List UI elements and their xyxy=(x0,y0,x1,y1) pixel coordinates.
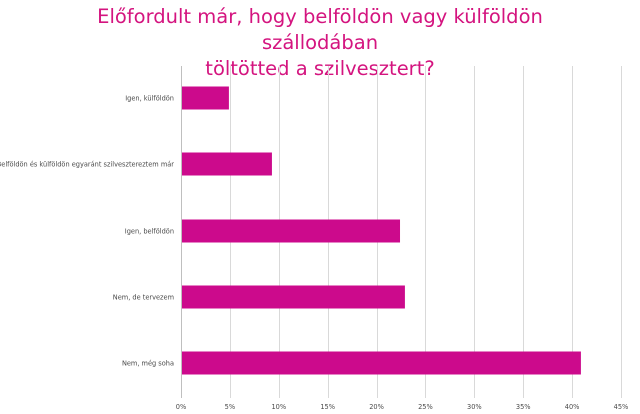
x-tick-label: 25% xyxy=(418,403,433,411)
x-tick-label: 10% xyxy=(271,403,286,411)
category-label: Nem, még soha xyxy=(122,360,174,368)
bar xyxy=(182,86,229,110)
category-labels: Igen, külföldön Belföldön és külföldön eg… xyxy=(0,95,174,368)
chart-title-line-1: Előfordult már, hogy belföldön vagy külf… xyxy=(97,5,543,54)
x-tick-label: 30% xyxy=(467,403,482,411)
category-label: Belföldön és külföldön egyaránt szilvesz… xyxy=(0,161,174,169)
chart-title: Előfordult már, hogy belföldön vagy külf… xyxy=(40,4,600,82)
x-tick-label: 35% xyxy=(516,403,531,411)
category-label: Igen, belföldön xyxy=(125,228,174,236)
x-tick-label: 15% xyxy=(320,403,335,411)
x-tick-label: 0% xyxy=(176,403,186,411)
bar xyxy=(182,285,405,309)
x-tick-label: 5% xyxy=(225,403,235,411)
bar xyxy=(182,219,401,243)
x-tick-label: 40% xyxy=(565,403,580,411)
bar xyxy=(182,152,272,176)
category-label: Igen, külföldön xyxy=(125,95,174,103)
x-tick-label: 45% xyxy=(614,403,629,411)
x-tick-labels: 0% 5% 10% 15% 20% 25% 30% 35% 40% 45% xyxy=(176,403,629,411)
category-label: Nem, de tervezem xyxy=(113,294,174,302)
bar xyxy=(182,351,581,375)
bars xyxy=(182,86,581,375)
x-tick-label: 20% xyxy=(369,403,384,411)
